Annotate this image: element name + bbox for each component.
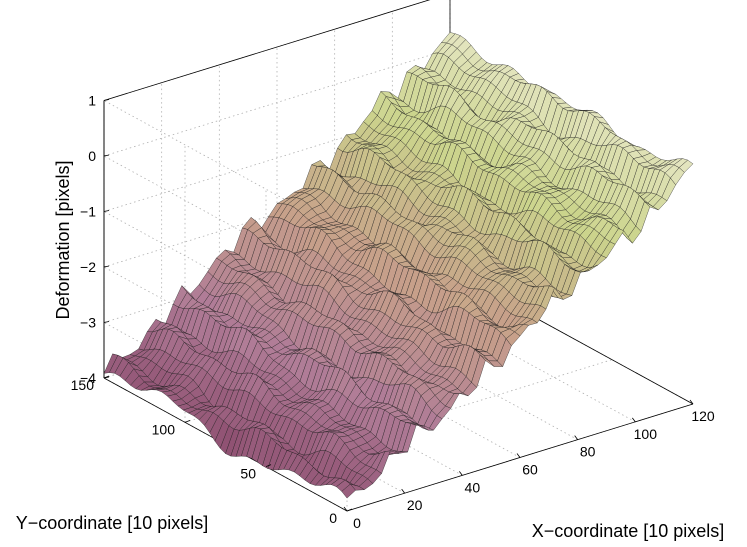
x-tick-label: 100 <box>634 426 658 442</box>
z-tick-label: −4 <box>80 370 96 386</box>
z-tick-mark <box>103 154 110 157</box>
x-tick-label: 40 <box>465 479 481 495</box>
y-axis-title: Y−coordinate [10 pixels] <box>16 513 209 533</box>
x-tick-label: 0 <box>353 515 361 531</box>
x-tick-mark <box>574 435 578 440</box>
x-tick-mark <box>632 417 636 423</box>
y-tick-label: 0 <box>329 510 337 526</box>
surface-cell <box>341 483 356 499</box>
x-tick-mark <box>401 488 405 494</box>
x-tick-label: 20 <box>407 497 423 513</box>
z-tick-label: −2 <box>80 259 96 275</box>
x-tick-label: 60 <box>522 462 538 478</box>
x-tick-mark <box>689 399 694 405</box>
z-tick-label: 0 <box>88 148 96 164</box>
y-tick-mark <box>184 419 191 423</box>
x-tick-mark <box>343 506 348 512</box>
x-tick-label: 80 <box>580 444 596 460</box>
x-axis-title: X−coordinate [10 pixels] <box>532 521 725 541</box>
z-tick-label: −1 <box>80 204 96 220</box>
z-axis-title: Deformation [pixels] <box>53 160 73 319</box>
surface-mesh <box>103 32 694 499</box>
y-tick-label: 100 <box>152 421 176 437</box>
y-tick-mark <box>103 375 110 379</box>
box-edge-top-back <box>103 0 431 101</box>
z-tick-mark <box>103 321 110 323</box>
y-tick-mark <box>346 508 353 512</box>
x-tick-mark <box>459 471 463 476</box>
z-tick-mark <box>103 265 110 268</box>
z-tick-mark <box>103 99 110 101</box>
z-tick-mark <box>103 210 110 212</box>
z-tick-label: 1 <box>88 93 96 109</box>
z-tick-label: −3 <box>80 315 96 331</box>
y-tick-label: 150 <box>71 377 95 393</box>
y-tick-mark <box>265 464 272 468</box>
x-tick-mark <box>516 453 521 458</box>
x-tick-label: 120 <box>691 408 715 424</box>
y-tick-label: 50 <box>240 466 256 482</box>
